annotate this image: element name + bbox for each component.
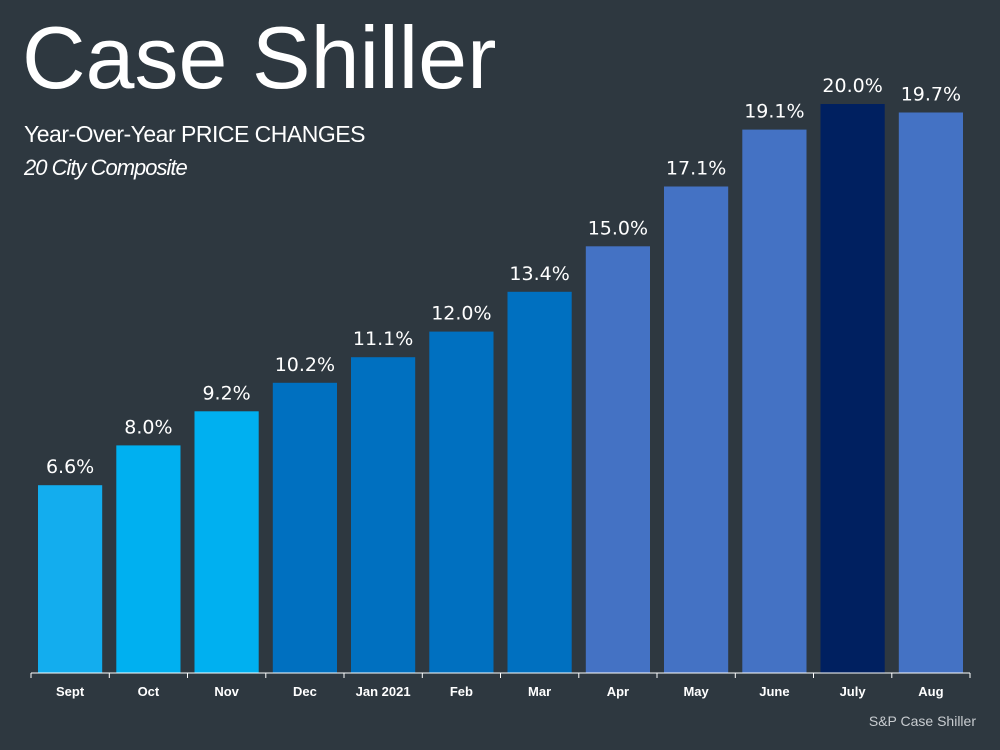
x-tick-label: July [840,684,867,699]
bar-mar [507,291,572,673]
bar-may [664,186,729,673]
bar-value-label: 8.0% [124,416,172,438]
bar-value-label: 10.2% [275,354,335,376]
x-tick-label: Jan 2021 [356,684,411,699]
x-tick-label: Aug [918,684,943,699]
x-tick-label: Sept [56,684,85,699]
chart-subtitle: Year-Over-Year PRICE CHANGES [24,121,365,147]
bar-jan-2021 [351,357,416,673]
bar-apr [585,246,650,674]
bar-aug [898,112,963,673]
value-labels-group: 6.6% 8.0% 9.2% 10.2% 11.1% 12.0% 13.4% 15.0% 17.… [46,75,961,478]
bar-oct [116,445,181,673]
bar-value-label: 17.1% [666,158,726,180]
bar-sept [38,485,103,673]
bar-nov [194,411,259,673]
bar-value-label: 20.0% [822,75,882,97]
bar-value-label: 19.7% [901,84,961,106]
bar-value-label: 15.0% [588,217,648,239]
x-tick-label: Feb [450,684,473,699]
x-tick-label: Dec [293,684,317,699]
bar-value-label: 19.1% [744,101,804,123]
x-tick-label: Nov [214,684,239,699]
bar-july [820,104,885,673]
bar-feb [429,331,494,673]
x-tick-label: June [759,684,789,699]
x-tick-label: May [683,684,709,699]
bar-value-label: 6.6% [46,456,94,478]
page-title: Case Shiller [22,8,497,107]
bar-value-label: 9.2% [202,382,250,404]
bars-group [38,104,963,674]
bar-value-label: 13.4% [509,263,569,285]
chart-subsubtitle: 20 City Composite [24,155,188,180]
bar-value-label: 11.1% [353,328,413,350]
tick-labels-group: Sept Oct Nov Dec Jan 2021 Feb Mar Apr May June Jul… [30,673,971,699]
bar-june [742,129,807,674]
bar-dec [272,382,337,673]
x-tick-label: Apr [607,684,629,699]
x-tick-label: Mar [528,684,551,699]
bar-value-label: 12.0% [431,303,491,325]
source-credit: S&P Case Shiller [868,713,976,729]
x-tick-label: Oct [138,684,160,699]
